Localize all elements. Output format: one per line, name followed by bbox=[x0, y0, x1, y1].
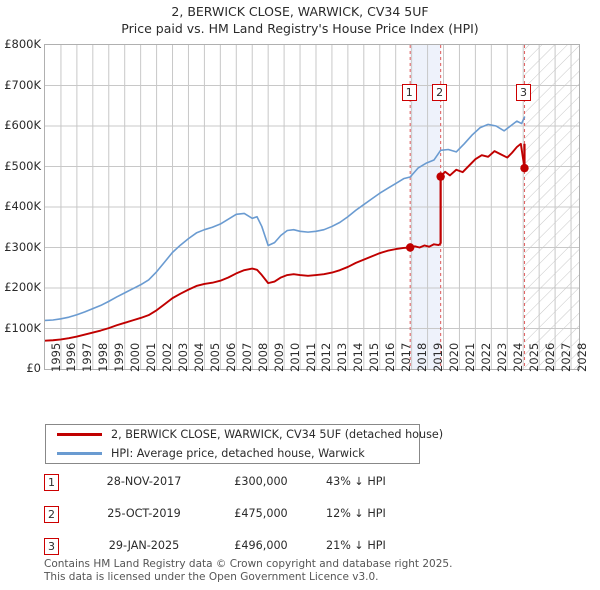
y-axis-tick-label: £600K bbox=[4, 118, 41, 132]
legend-swatch-price-paid bbox=[57, 433, 102, 436]
footer-line-1: Contains HM Land Registry data © Crown c… bbox=[44, 558, 453, 570]
sale-price: £475,000 bbox=[234, 507, 288, 520]
footer-line-2: This data is licensed under the Open Gov… bbox=[44, 570, 379, 583]
y-axis-tick-label: £200K bbox=[4, 280, 41, 294]
table-row: 1 28-NOV-2017 £300,000 43% ↓ HPI bbox=[44, 472, 464, 504]
y-axis-tick-label: £300K bbox=[4, 239, 41, 254]
sale-price: £496,000 bbox=[234, 539, 288, 552]
sale-price: £300,000 bbox=[234, 475, 288, 488]
sale-date: 28-NOV-2017 bbox=[106, 475, 182, 488]
legend-label-price-paid: 2, BERWICK CLOSE, WARWICK, CV34 5UF (det… bbox=[111, 428, 444, 441]
chart-svg bbox=[45, 45, 579, 369]
y-axis-tick-label: £800K bbox=[4, 37, 41, 51]
chart-title-block: 2, BERWICK CLOSE, WARWICK, CV34 5UF Pric… bbox=[0, 0, 600, 37]
sale-date: 29-JAN-2025 bbox=[108, 539, 180, 552]
sale-index-badge: 1 bbox=[44, 474, 59, 491]
sale-date: 25-OCT-2019 bbox=[107, 507, 181, 520]
copyright-footer: Contains HM Land Registry data © Crown c… bbox=[44, 558, 584, 583]
y-axis-tick-label: £100K bbox=[4, 320, 41, 335]
y-axis-tick-label: £400K bbox=[4, 199, 41, 213]
sale-hpi-delta: 12% ↓ HPI bbox=[326, 507, 386, 520]
table-row: 2 25-OCT-2019 £475,000 12% ↓ HPI bbox=[44, 504, 464, 536]
table-row: 3 29-JAN-2025 £496,000 21% ↓ HPI bbox=[44, 536, 464, 568]
sale-hpi-delta: 43% ↓ HPI bbox=[326, 475, 386, 488]
sales-history-table: 1 28-NOV-2017 £300,000 43% ↓ HPI 2 25-OC… bbox=[44, 472, 464, 568]
sale-index-badge: 3 bbox=[44, 538, 59, 555]
sale-hpi-delta: 21% ↓ HPI bbox=[326, 539, 386, 552]
y-axis-tick-label: £700K bbox=[4, 77, 41, 92]
page-subtitle: Price paid vs. HM Land Registry's House … bbox=[121, 21, 479, 36]
y-axis-tick-label: £0 bbox=[26, 361, 41, 375]
sale-index-badge: 2 bbox=[44, 506, 59, 523]
chart-legend: 2, BERWICK CLOSE, WARWICK, CV34 5UF (det… bbox=[45, 424, 443, 464]
legend-label-hpi: HPI: Average price, detached house, Warw… bbox=[111, 447, 365, 460]
page-title: 2, BERWICK CLOSE, WARWICK, CV34 5UF bbox=[171, 4, 429, 19]
legend-swatch-hpi bbox=[57, 452, 102, 455]
y-axis-tick-label: £500K bbox=[4, 158, 41, 173]
price-chart-plot-area bbox=[44, 44, 580, 370]
legend-item-price-paid: 2, BERWICK CLOSE, WARWICK, CV34 5UF (det… bbox=[46, 425, 443, 444]
legend-item-hpi: HPI: Average price, detached house, Warw… bbox=[46, 444, 419, 463]
